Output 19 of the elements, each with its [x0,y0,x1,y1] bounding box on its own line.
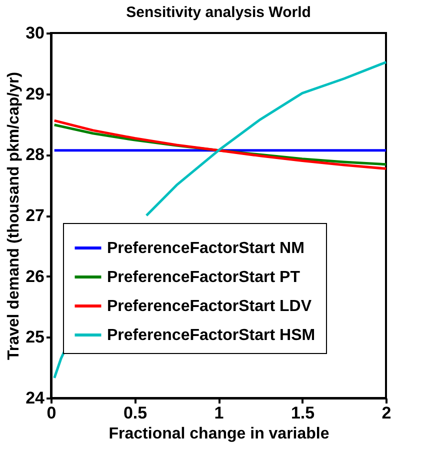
x-tick-label: 2 [382,404,392,422]
x-tick-label: 0.5 [123,404,148,422]
y-tick-label: 28 [26,145,44,164]
y-tick-label: 27 [26,206,44,225]
y-tick-label: 24 [26,388,46,408]
x-tick-label: 1 [214,404,224,422]
y-tick-label: 29 [26,84,44,104]
legend-label: PreferenceFactorStart PT [107,269,300,286]
x-tick-label: 1.5 [290,404,315,422]
y-tick-label: 25 [26,328,44,347]
y-tick-label: 26 [26,266,44,286]
legend-label: PreferenceFactorStart LDV [107,298,312,315]
y-axis-title: Travel demand (thousand pkm/cap/yr) [6,72,23,360]
legend-label: PreferenceFactorStart HSM [107,327,316,344]
x-tick-label: 0 [46,404,56,422]
y-tick-label: 30 [26,24,44,42]
x-axis-title: Fractional change in variable [108,426,330,442]
chart-title: Sensitivity analysis World [126,4,311,21]
legend-label: PreferenceFactorStart NM [107,240,304,257]
